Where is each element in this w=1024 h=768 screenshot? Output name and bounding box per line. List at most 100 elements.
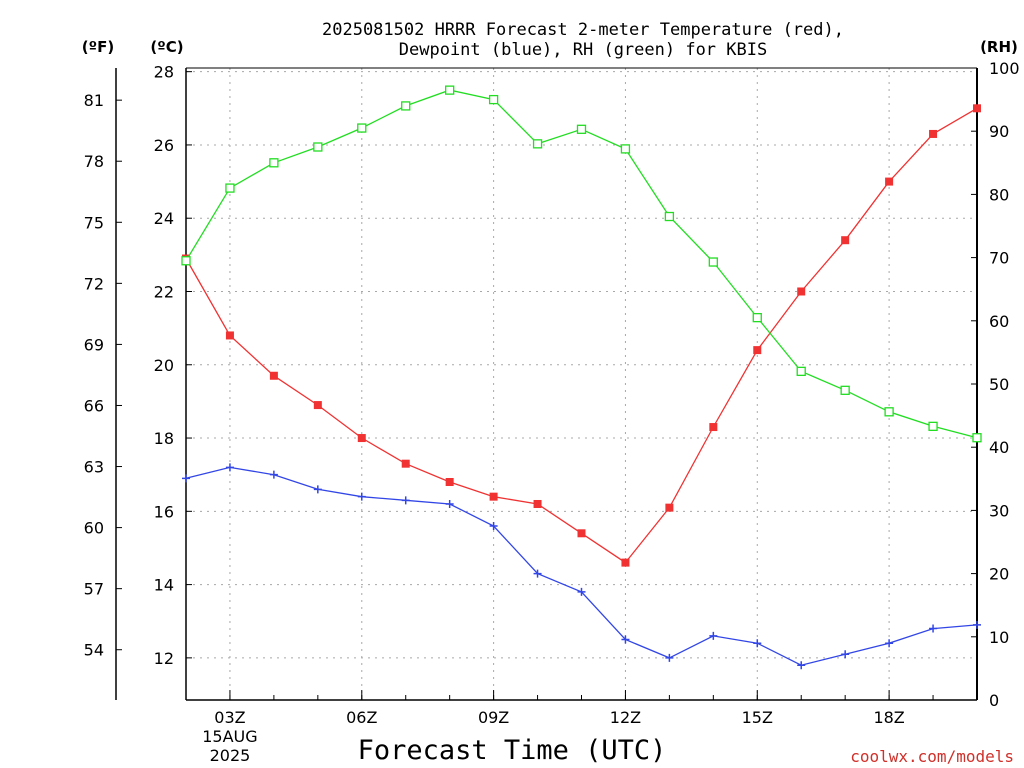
rh-tick-label: 10 <box>989 628 1009 647</box>
dewpoint-point <box>929 624 938 633</box>
temperature-point <box>577 529 586 538</box>
fahrenheit-tick-label: 81 <box>84 91 104 110</box>
fahrenheit-tick-label: 78 <box>84 152 104 171</box>
rh-point <box>488 94 499 105</box>
rh-tick-label: 50 <box>989 375 1009 394</box>
fahrenheit-tick-label: 69 <box>84 335 104 354</box>
temperature-point <box>225 331 234 340</box>
dewpoint-point <box>621 635 630 644</box>
rh-point <box>796 366 806 377</box>
x-tick-label: 06Z <box>346 708 377 727</box>
fahrenheit-tick-label: 75 <box>84 213 104 232</box>
rh-point <box>752 312 762 323</box>
fahrenheit-tick-label: 54 <box>84 641 104 660</box>
dewpoint-point <box>489 521 498 530</box>
grid-lines <box>186 68 977 700</box>
x-tick-label: 18Z <box>873 708 904 727</box>
celsius-tick-label: 20 <box>154 356 174 375</box>
dewpoint-point <box>973 620 981 629</box>
temperature-point <box>445 478 454 487</box>
rh-line <box>185 89 978 439</box>
dewpoint-point <box>577 587 586 596</box>
rh-point <box>840 385 850 395</box>
temperature-point <box>841 236 850 245</box>
x-tick-label: 09Z <box>478 708 509 727</box>
dewpoint-point <box>885 639 894 648</box>
temperature-point <box>269 371 278 380</box>
fahrenheit-tick-label: 60 <box>84 519 104 538</box>
celsius-tick-label: 16 <box>154 502 174 521</box>
rh-point <box>181 256 191 266</box>
fahrenheit-tick-label: 57 <box>84 580 104 599</box>
x-tick-label: 03Z <box>214 708 245 727</box>
temperature-point <box>401 459 410 468</box>
temperature-point <box>533 499 542 508</box>
rh-point <box>532 139 543 149</box>
temperature-point <box>665 503 674 512</box>
x-tick-label: 12Z <box>610 708 641 727</box>
celsius-tick-label: 22 <box>154 282 174 301</box>
dewpoint-line <box>185 466 978 666</box>
rh-tick-label: 0 <box>989 691 999 710</box>
dewpoint-point <box>182 474 190 483</box>
dewpoint-point <box>797 661 806 670</box>
rh-unit-label: (RH) <box>980 38 1018 56</box>
temperature-point <box>929 129 938 138</box>
rh-point <box>269 158 279 168</box>
fahrenheit-tick-label: 63 <box>84 458 104 477</box>
dewpoint-point <box>445 499 454 508</box>
rh-tick-label: 60 <box>989 312 1009 331</box>
temperature-point <box>313 401 322 410</box>
dewpoint-point <box>709 631 718 640</box>
temperature-point <box>489 492 498 501</box>
rh-point <box>928 421 938 431</box>
dewpoint-point <box>533 569 542 578</box>
fahrenheit-unit-label: (ºF) <box>82 38 114 56</box>
rh-tick-label: 20 <box>989 565 1009 584</box>
fahrenheit-tick-label: 66 <box>84 396 104 415</box>
credit-text[interactable]: coolwx.com/models <box>850 747 1014 766</box>
rh-point <box>401 101 411 111</box>
x-tick-label: 15Z <box>742 708 773 727</box>
axes: 54 57 60 63 66 69 72 75 78 81 12 14 16 18 20 22 24 26 28 0 1… <box>84 59 1020 765</box>
celsius-unit-label: (ºC) <box>150 38 183 56</box>
temperature-point <box>973 104 981 113</box>
rh-point <box>313 142 323 152</box>
x-axis-label: Forecast Time (UTC) <box>358 735 667 766</box>
rh-tick-label: 90 <box>989 122 1009 141</box>
temperature-point <box>753 346 762 355</box>
rh-tick-label: 40 <box>989 438 1009 457</box>
celsius-tick-label: 28 <box>154 63 174 82</box>
rh-point <box>445 85 455 95</box>
dewpoint-point <box>313 485 322 494</box>
celsius-tick-label: 26 <box>154 136 174 155</box>
celsius-tick-label: 24 <box>154 209 174 228</box>
dewpoint-point <box>753 639 762 648</box>
dewpoint-point <box>665 653 674 662</box>
x-date-label: 2025 <box>210 746 251 765</box>
rh-point <box>225 183 235 193</box>
temperature-point <box>357 434 366 443</box>
celsius-tick-label: 12 <box>154 649 174 668</box>
temperature-line <box>185 107 978 564</box>
rh-point <box>664 211 675 222</box>
dewpoint-point <box>357 492 366 501</box>
dewpoint-point <box>401 496 410 505</box>
temperature-point <box>709 423 718 432</box>
x-date-label: 15AUG <box>202 727 257 746</box>
celsius-tick-label: 14 <box>154 576 174 595</box>
rh-point <box>620 144 631 154</box>
rh-tick-label: 100 <box>989 59 1020 78</box>
chart-title-line-1: 2025081502 HRRR Forecast 2-meter Tempera… <box>322 20 844 40</box>
rh-point <box>708 257 718 267</box>
rh-tick-label: 30 <box>989 501 1009 520</box>
rh-point <box>357 123 367 133</box>
rh-point <box>972 433 982 443</box>
temperature-point <box>885 177 894 186</box>
chart-title-line-2: Dewpoint (blue), RH (green) for KBIS <box>399 40 767 60</box>
data-series <box>181 85 982 670</box>
rh-tick-label: 70 <box>989 249 1009 268</box>
celsius-tick-label: 18 <box>154 429 174 448</box>
dewpoint-point <box>841 650 850 659</box>
